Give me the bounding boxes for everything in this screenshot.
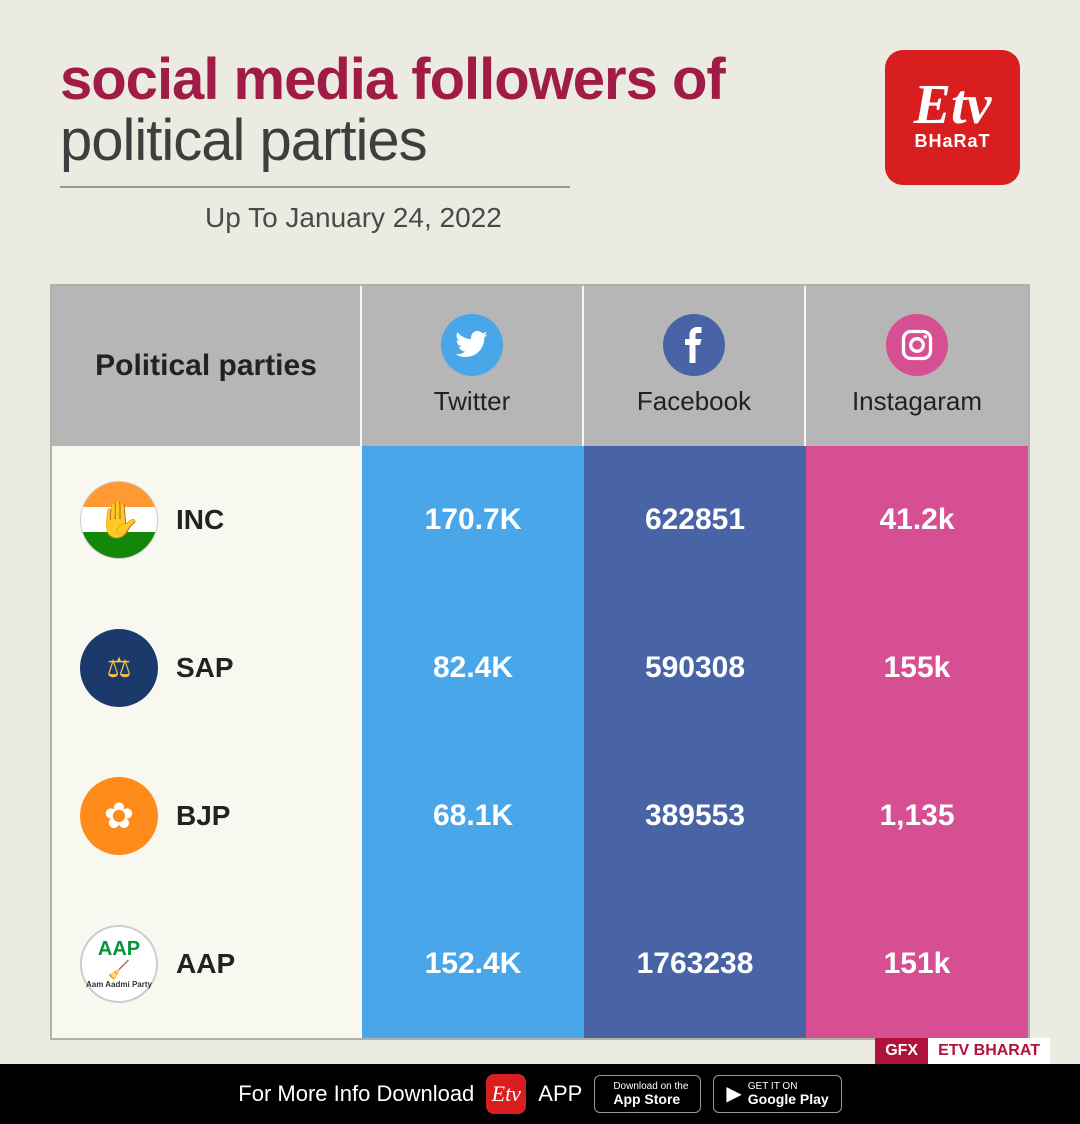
play-icon: ▶ bbox=[726, 1083, 741, 1105]
party-name-inc: INC bbox=[176, 504, 224, 536]
title-line-1: social media followers of bbox=[60, 50, 885, 111]
party-name-aap: AAP bbox=[176, 948, 235, 980]
instagram-icon bbox=[886, 314, 948, 376]
gfx-attribution: GFX ETV BHARAT bbox=[875, 1038, 1050, 1064]
appstore-badge[interactable]: Download on the App Store bbox=[594, 1075, 701, 1113]
title-underline bbox=[60, 186, 570, 188]
table-body: ✋ INC ⚖ SAP ✿ BJP AAP 🧹 Aam Aadmi Party … bbox=[52, 446, 1028, 1038]
header-party-label: Political parties bbox=[95, 346, 317, 385]
header-political-parties: Political parties bbox=[52, 286, 362, 446]
footer-brand-icon: Etv bbox=[486, 1074, 526, 1114]
cell-inc-facebook: 622851 bbox=[584, 446, 806, 594]
cell-inc-instagram: 41.2k bbox=[806, 446, 1028, 594]
header-twitter: Twitter bbox=[362, 286, 584, 446]
cell-sap-twitter: 82.4K bbox=[362, 594, 584, 742]
cell-inc-twitter: 170.7K bbox=[362, 446, 584, 594]
gfx-brand: ETV BHARAT bbox=[928, 1038, 1050, 1064]
party-name-bjp: BJP bbox=[176, 800, 230, 832]
header-instagram: Instagaram bbox=[806, 286, 1028, 446]
inc-logo-icon: ✋ bbox=[80, 481, 158, 559]
twitter-icon bbox=[441, 314, 503, 376]
title-block: social media followers of political part… bbox=[60, 50, 885, 234]
aap-logo-icon: AAP 🧹 Aam Aadmi Party bbox=[80, 925, 158, 1003]
facebook-icon bbox=[663, 314, 725, 376]
party-row-inc: ✋ INC bbox=[52, 446, 362, 594]
gfx-label: GFX bbox=[875, 1038, 928, 1064]
column-twitter: 170.7K 82.4K 68.1K 152.4K bbox=[362, 446, 584, 1038]
brand-logo-top: Etv bbox=[914, 83, 992, 128]
data-table: Political parties Twitter Facebook Insta… bbox=[50, 284, 1030, 1040]
table-header-row: Political parties Twitter Facebook Insta… bbox=[52, 286, 1028, 446]
brand-logo-bottom: BHaRaT bbox=[914, 131, 990, 152]
footer-app-label: APP bbox=[538, 1081, 582, 1107]
header: social media followers of political part… bbox=[0, 0, 1080, 254]
column-parties: ✋ INC ⚖ SAP ✿ BJP AAP 🧹 Aam Aadmi Party … bbox=[52, 446, 362, 1038]
cell-sap-facebook: 590308 bbox=[584, 594, 806, 742]
footer-bar: For More Info Download Etv APP Download … bbox=[0, 1064, 1080, 1124]
facebook-label: Facebook bbox=[637, 386, 751, 417]
subtitle: Up To January 24, 2022 bbox=[205, 202, 885, 234]
cell-bjp-facebook: 389553 bbox=[584, 742, 806, 890]
googleplay-badge[interactable]: ▶ GET IT ON Google Play bbox=[713, 1075, 841, 1113]
brand-logo: Etv BHaRaT bbox=[885, 50, 1020, 185]
bjp-logo-icon: ✿ bbox=[80, 777, 158, 855]
cell-bjp-instagram: 1,135 bbox=[806, 742, 1028, 890]
column-facebook: 622851 590308 389553 1763238 bbox=[584, 446, 806, 1038]
party-row-bjp: ✿ BJP bbox=[52, 742, 362, 890]
play-name: Google Play bbox=[748, 1092, 829, 1107]
cell-aap-facebook: 1763238 bbox=[584, 890, 806, 1038]
title-line-2: political parties bbox=[60, 111, 885, 172]
party-row-sap: ⚖ SAP bbox=[52, 594, 362, 742]
header-facebook: Facebook bbox=[584, 286, 806, 446]
column-instagram: 41.2k 155k 1,135 151k bbox=[806, 446, 1028, 1038]
cell-aap-instagram: 151k bbox=[806, 890, 1028, 1038]
cell-aap-twitter: 152.4K bbox=[362, 890, 584, 1038]
party-name-sap: SAP bbox=[176, 652, 234, 684]
party-row-aap: AAP 🧹 Aam Aadmi Party AAP bbox=[52, 890, 362, 1038]
cell-sap-instagram: 155k bbox=[806, 594, 1028, 742]
sap-logo-icon: ⚖ bbox=[80, 629, 158, 707]
instagram-label: Instagaram bbox=[852, 386, 982, 417]
twitter-label: Twitter bbox=[434, 386, 511, 417]
footer-text: For More Info Download bbox=[238, 1081, 474, 1107]
appstore-name: App Store bbox=[613, 1092, 688, 1107]
cell-bjp-twitter: 68.1K bbox=[362, 742, 584, 890]
